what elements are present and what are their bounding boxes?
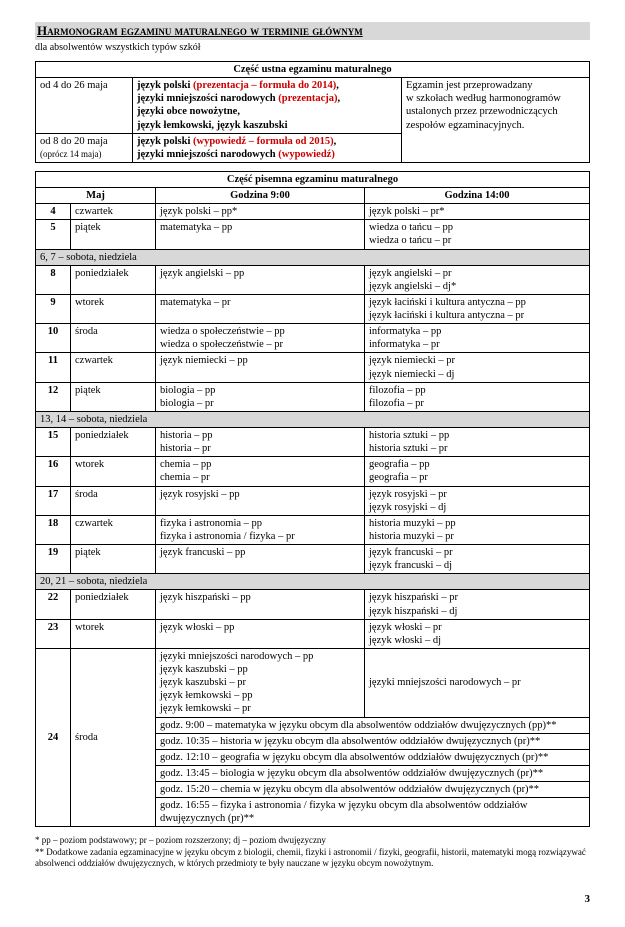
table-row: 18 czwartek fizyka i astronomia – ppfizy… <box>36 515 590 544</box>
written-header: Część pisemna egzaminu maturalnego <box>36 171 590 187</box>
oral-r1-date: od 4 do 26 maja <box>36 78 133 134</box>
page-number: 3 <box>35 893 590 905</box>
col-9: Godzina 9:00 <box>156 188 365 204</box>
oral-table: Część ustna egzaminu maturalnego od 4 do… <box>35 61 590 163</box>
table-row: 12 piątek biologia – ppbiologia – pr fil… <box>36 382 590 411</box>
oral-header: Część ustna egzaminu maturalnego <box>36 62 590 78</box>
table-row: 19 piątek język francuski – pp język fra… <box>36 545 590 574</box>
table-row: 5 piątek matematyka – pp wiedza o tańcu … <box>36 220 590 249</box>
oral-note: Egzamin jest przeprowadzany w szkołach w… <box>402 78 590 163</box>
table-row: 6, 7 – sobota, niedziela <box>36 249 590 265</box>
document: Harmonogram egzaminu maturalnego w termi… <box>35 22 590 905</box>
table-row: 22 poniedziałek język hiszpański – pp ję… <box>36 590 590 619</box>
table-row: 17 środa język rosyjski – pp język rosyj… <box>36 486 590 515</box>
table-row: 4 czwartek język polski – pp* język pols… <box>36 204 590 220</box>
table-row: 20, 21 – sobota, niedziela <box>36 574 590 590</box>
table-row: 13, 14 – sobota, niedziela <box>36 411 590 427</box>
footnotes: * pp – poziom podstawowy; pr – poziom ro… <box>35 835 590 869</box>
table-row: 9 wtorek matematyka – pr język łaciński … <box>36 294 590 323</box>
table-row: 16 wtorek chemia – ppchemia – pr geograf… <box>36 457 590 486</box>
table-row: 10 środa wiedza o społeczeństwie – ppwie… <box>36 324 590 353</box>
table-row: 15 poniedziałek historia – pphistoria – … <box>36 428 590 457</box>
col-month: Maj <box>36 188 156 204</box>
oral-r2-langs: język polski (wypowiedź – formuła od 201… <box>133 133 402 162</box>
oral-r2-date: od 8 do 20 maja (oprócz 14 maja) <box>36 133 133 162</box>
col-14: Godzina 14:00 <box>365 188 590 204</box>
page-subtitle: dla absolwentów wszystkich typów szkół <box>35 42 590 53</box>
page-title: Harmonogram egzaminu maturalnego w termi… <box>35 22 590 40</box>
table-row: 23 wtorek język włoski – pp język włoski… <box>36 619 590 648</box>
table-row: 11 czwartek język niemiecki – pp język n… <box>36 353 590 382</box>
table-row: 24 środa języki mniejszości narodowych –… <box>36 648 590 717</box>
written-table: Część pisemna egzaminu maturalnego Maj G… <box>35 171 590 828</box>
oral-r1-langs: język polski (prezentacja – formuła do 2… <box>133 78 402 134</box>
table-row: 8 poniedziałek język angielski – pp języ… <box>36 265 590 294</box>
